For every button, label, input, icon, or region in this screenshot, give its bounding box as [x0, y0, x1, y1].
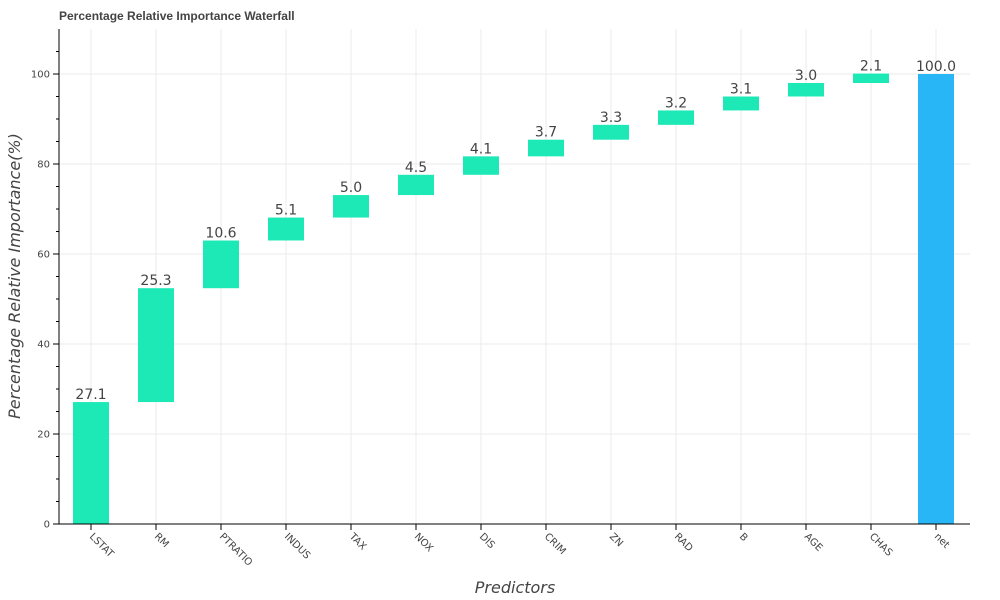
- bar-indus: [268, 217, 304, 241]
- x-tick-label: RM: [152, 531, 171, 550]
- data-label: 100.0: [916, 59, 956, 75]
- bar-b: [723, 96, 759, 111]
- data-label: 4.1: [470, 141, 492, 157]
- bar-ptratio: [203, 240, 239, 289]
- bar-zn: [593, 124, 629, 140]
- bar-net: [918, 74, 954, 524]
- data-label: 25.3: [140, 273, 171, 289]
- data-label: 5.0: [340, 180, 362, 196]
- y-tick-label: 40: [37, 340, 50, 351]
- x-tick-label: net: [932, 531, 951, 550]
- y-tick-label: 0: [44, 520, 50, 531]
- y-tick-label: 80: [37, 160, 50, 171]
- x-tick-label: LSTAT: [87, 531, 116, 560]
- data-label: 4.5: [405, 160, 427, 176]
- data-label: 3.0: [795, 68, 817, 84]
- data-label: 2.1: [860, 59, 882, 75]
- x-tick-label: INDUS: [282, 531, 312, 561]
- bar-rm: [138, 288, 174, 403]
- x-tick-label: NOX: [412, 531, 435, 554]
- x-tick-label: RAD: [672, 531, 695, 554]
- data-label: 5.1: [275, 203, 297, 219]
- data-label: 3.1: [730, 82, 752, 98]
- y-tick-label: 20: [37, 430, 50, 441]
- y-tick-label: 60: [37, 250, 50, 261]
- x-tick-label: ZN: [607, 531, 625, 549]
- data-label: 3.3: [600, 110, 622, 126]
- bar-nox: [398, 174, 434, 196]
- bars: 27.1 25.3 10.6 5.1 5.0 4.5 4.1 3.7 3.3 3.2 3.1 3.0 2…: [73, 59, 956, 524]
- bar-dis: [463, 156, 499, 175]
- x-axis-title: Predictors: [475, 578, 555, 597]
- bar-rad: [658, 110, 694, 125]
- x-tick-label: DIS: [477, 531, 497, 551]
- x-tick-label: PTRATIO: [217, 531, 254, 568]
- x-tick-label: TAX: [346, 531, 368, 553]
- chart-title: Percentage Relative Importance Waterfall: [59, 9, 295, 23]
- bar-crim: [528, 139, 564, 157]
- x-tick-label: B: [737, 531, 750, 544]
- data-label: 10.6: [205, 226, 236, 242]
- data-label: 3.7: [535, 125, 557, 141]
- x-tick-label: AGE: [802, 531, 824, 553]
- x-tick-label: CRIM: [542, 531, 568, 557]
- grid-lines: [59, 29, 970, 524]
- x-tick-label: CHAS: [867, 531, 894, 558]
- bar-lstat: [73, 402, 109, 524]
- data-label: 27.1: [75, 387, 106, 403]
- bar-chas: [853, 73, 889, 83]
- y-tick-label: 100: [31, 70, 50, 81]
- bar-age: [788, 83, 824, 97]
- bar-tax: [333, 195, 369, 218]
- y-axis-title: Percentage Relative Importance(%): [5, 133, 24, 419]
- data-label: 3.2: [665, 95, 687, 111]
